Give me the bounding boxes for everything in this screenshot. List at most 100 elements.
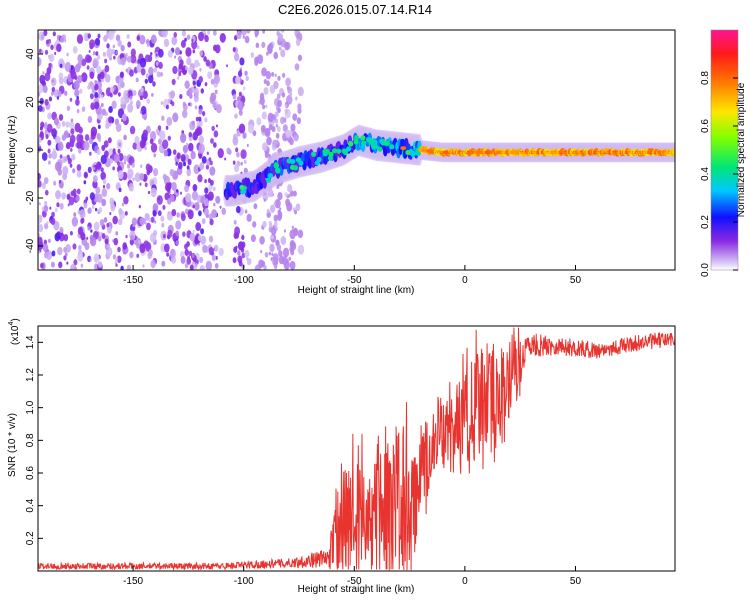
noise-speckle	[186, 165, 190, 170]
noise-speckle	[70, 148, 73, 152]
noise-speckle	[240, 67, 243, 71]
noise-speckle	[97, 54, 101, 60]
noise-speckle	[139, 243, 146, 254]
noise-speckle	[44, 222, 49, 230]
x-tick-label: 50	[570, 576, 582, 587]
noise-speckle	[94, 37, 101, 46]
noise-speckle	[106, 222, 110, 228]
noise-speckle	[238, 109, 243, 116]
noise-speckle	[262, 104, 266, 110]
noise-speckle	[101, 198, 107, 207]
noise-speckle	[274, 73, 277, 78]
noise-speckle	[60, 183, 64, 189]
noise-speckle	[264, 251, 269, 258]
noise-speckle	[100, 171, 106, 181]
noise-speckle	[209, 179, 214, 186]
noise-speckle	[106, 48, 113, 58]
colorbar: 0.0 0.2 0.4 0.6 0.8 Normalized spectral ampl…	[700, 29, 747, 277]
noise-speckle	[200, 196, 205, 204]
noise-speckle	[59, 202, 64, 210]
noise-speckle	[51, 250, 56, 257]
noise-speckle	[224, 157, 227, 161]
noise-speckle	[115, 263, 118, 267]
noise-speckle	[111, 30, 116, 34]
noise-speckle	[125, 68, 128, 73]
noise-speckle	[78, 148, 82, 154]
noise-speckle	[238, 123, 246, 134]
x-tick-label: 50	[570, 275, 582, 286]
noise-speckle	[76, 170, 82, 178]
noise-speckle	[120, 57, 126, 66]
noise-speckle	[65, 141, 71, 150]
noise-speckle	[89, 93, 94, 100]
noise-speckle	[280, 30, 284, 33]
noise-speckle	[109, 212, 112, 216]
noise-speckle	[293, 134, 299, 142]
noise-speckle	[241, 241, 246, 249]
noise-speckle	[67, 157, 72, 165]
noise-speckle	[215, 104, 222, 114]
noise-speckle	[65, 121, 70, 128]
noise-speckle	[89, 258, 92, 262]
noise-speckle	[189, 264, 194, 270]
ridge-blob	[275, 168, 281, 174]
noise-speckle	[207, 30, 211, 35]
colorbar-tick-label: 0.6	[700, 119, 711, 133]
noise-speckle	[267, 112, 274, 123]
ridge-blob	[510, 150, 517, 155]
noise-speckle	[297, 54, 303, 62]
noise-speckle	[86, 65, 90, 70]
noise-speckle	[149, 138, 154, 145]
noise-speckle	[61, 192, 66, 200]
noise-speckle	[139, 95, 143, 101]
x-tick-label: -100	[234, 576, 254, 587]
noise-speckle	[105, 74, 111, 83]
noise-speckle	[102, 51, 107, 57]
noise-speckle	[246, 30, 251, 34]
noise-speckle	[96, 133, 101, 141]
noise-speckle	[91, 204, 95, 210]
noise-speckle	[266, 136, 272, 146]
noise-speckle	[126, 92, 129, 97]
noise-speckle	[200, 88, 205, 94]
noise-speckle	[84, 172, 87, 177]
noise-speckle	[115, 34, 121, 42]
ridge-blob	[295, 157, 301, 163]
noise-speckle	[196, 45, 200, 50]
noise-speckle	[234, 113, 238, 119]
noise-speckle	[184, 80, 190, 89]
noise-speckle	[116, 255, 122, 264]
noise-speckle	[157, 138, 162, 145]
noise-speckle	[198, 135, 205, 145]
noise-speckle	[70, 263, 76, 270]
y-tick-label: 20	[25, 96, 36, 108]
noise-speckle	[89, 39, 95, 49]
noise-speckle	[180, 154, 186, 162]
noise-speckle	[199, 264, 205, 270]
noise-speckle	[241, 252, 246, 259]
noise-speckle	[146, 222, 151, 231]
ridge-blob	[389, 144, 395, 150]
ridge-cell	[672, 150, 675, 157]
noise-speckle	[165, 125, 169, 130]
noise-speckle	[121, 113, 127, 122]
noise-speckle	[198, 75, 203, 84]
noise-speckle	[135, 77, 139, 83]
noise-speckle	[40, 50, 44, 55]
noise-speckle	[48, 238, 51, 243]
noise-speckle	[40, 34, 45, 40]
noise-speckle	[93, 166, 96, 171]
noise-speckle	[64, 156, 68, 162]
noise-speckle	[213, 74, 221, 85]
noise-speckle	[210, 138, 214, 144]
noise-speckle	[76, 133, 82, 143]
ridge-blob	[292, 165, 299, 171]
noise-speckle	[87, 166, 92, 174]
ridge-blob	[361, 140, 367, 146]
noise-speckle	[51, 128, 57, 138]
noise-speckle	[183, 161, 187, 167]
x-tick-label: -150	[123, 576, 143, 587]
noise-speckle	[83, 202, 88, 209]
noise-speckle	[212, 101, 217, 109]
noise-speckle	[163, 243, 170, 253]
